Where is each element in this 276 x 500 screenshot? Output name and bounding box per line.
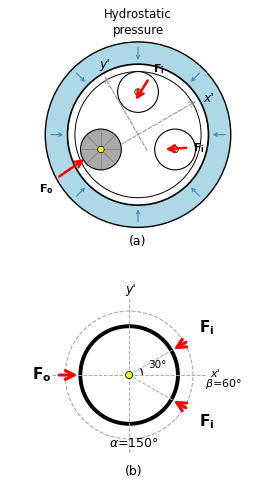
- Text: $\mathbf{F_i}$: $\mathbf{F_i}$: [193, 140, 205, 154]
- Circle shape: [75, 72, 201, 198]
- Text: x': x': [204, 92, 214, 104]
- Circle shape: [155, 129, 195, 170]
- Text: (b): (b): [125, 466, 142, 478]
- Circle shape: [126, 372, 133, 378]
- Text: $\mathbf{F_i}$: $\mathbf{F_i}$: [153, 62, 164, 76]
- Text: (a): (a): [129, 235, 147, 248]
- Circle shape: [118, 72, 158, 112]
- Circle shape: [98, 146, 104, 152]
- Text: $\alpha$=150°: $\alpha$=150°: [109, 437, 158, 450]
- Circle shape: [172, 146, 178, 152]
- Circle shape: [81, 129, 121, 170]
- Text: $\mathbf{F_i}$: $\mathbf{F_i}$: [199, 318, 214, 338]
- Text: 30°: 30°: [149, 360, 167, 370]
- Text: x': x': [210, 369, 219, 379]
- Text: $\mathbf{F_o}$: $\mathbf{F_o}$: [39, 182, 53, 196]
- Text: y': y': [126, 283, 136, 296]
- Text: $\beta$=60°: $\beta$=60°: [205, 377, 242, 391]
- Circle shape: [45, 42, 231, 228]
- Circle shape: [135, 88, 141, 95]
- Text: $\mathbf{F_o}$: $\mathbf{F_o}$: [32, 366, 51, 384]
- Text: y': y': [100, 58, 110, 70]
- Circle shape: [80, 326, 178, 424]
- Text: Hydrostatic
pressure: Hydrostatic pressure: [104, 8, 172, 38]
- Circle shape: [68, 64, 208, 205]
- Text: $\mathbf{F_i}$: $\mathbf{F_i}$: [199, 412, 214, 432]
